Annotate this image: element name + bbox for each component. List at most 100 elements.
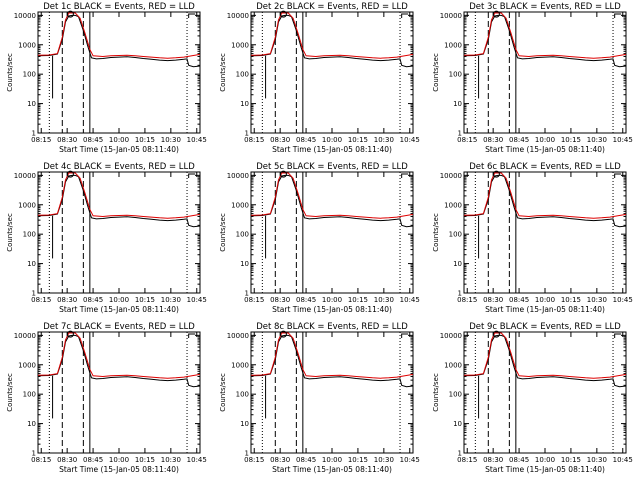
end-bracket — [401, 13, 409, 18]
x-tick-label: 08:45 — [83, 136, 103, 144]
chart-title: Det 1c BLACK = Events, RED = LLD — [43, 2, 195, 12]
y-tick-label: 10000 — [227, 12, 249, 20]
series-line-events — [463, 174, 627, 228]
peak-marker — [279, 330, 287, 338]
y-tick-label: 1 — [458, 130, 462, 138]
series-line-lld — [37, 332, 201, 379]
x-tick-label: 08:45 — [83, 456, 103, 464]
x-tick-label: 10:45 — [187, 296, 207, 304]
detector-panel: Det 3c BLACK = Events, RED = LLD Counts/s… — [426, 0, 639, 160]
x-tick-label: 10:00 — [322, 296, 342, 304]
y-tick-label: 100 — [236, 71, 249, 79]
chart-title: Det 9c BLACK = Events, RED = LLD — [469, 322, 621, 332]
chart-title: Det 5c BLACK = Events, RED = LLD — [256, 162, 408, 172]
detector-panel: Det 7c BLACK = Events, RED = LLD Counts/s… — [0, 320, 213, 480]
x-tick-label: 10:00 — [109, 456, 129, 464]
x-tick-label: 10:00 — [535, 296, 555, 304]
y-tick-label: 1 — [245, 130, 249, 138]
x-tick-label: 08:15 — [244, 456, 264, 464]
peak-marker — [492, 330, 500, 338]
x-tick-label: 10:30 — [587, 456, 607, 464]
y-tick-label: 1000 — [18, 41, 36, 49]
x-tick-label: 10:00 — [109, 296, 129, 304]
x-tick-label: 10:30 — [374, 296, 394, 304]
x-tick-label: 10:00 — [322, 456, 342, 464]
y-tick-label: 10000 — [440, 332, 462, 340]
y-tick-label: 1000 — [231, 201, 249, 209]
chart-svg: Det 7c BLACK = Events, RED = LLD Counts/s… — [6, 322, 207, 474]
y-tick-label: 100 — [449, 391, 462, 399]
peak-marker — [66, 330, 74, 338]
x-axis-label: Start Time (15-Jan-05 08:11:40) — [59, 465, 179, 474]
series-line-events — [250, 174, 414, 228]
peak-marker — [279, 170, 287, 178]
y-tick-label: 10 — [453, 100, 462, 108]
y-axis-label: Counts/sec — [6, 213, 14, 252]
x-tick-label: 08:15 — [457, 136, 477, 144]
x-tick-label: 08:15 — [457, 456, 477, 464]
x-tick-label: 08:15 — [31, 456, 51, 464]
x-tick-label: 10:45 — [400, 296, 420, 304]
x-axis-label: Start Time (15-Jan-05 08:11:40) — [485, 465, 605, 474]
x-axis-label: Start Time (15-Jan-05 08:11:40) — [485, 305, 605, 314]
series-line-lld — [463, 172, 627, 219]
y-tick-label: 1 — [245, 290, 249, 298]
x-tick-label: 08:45 — [83, 296, 103, 304]
y-tick-label: 10000 — [14, 172, 36, 180]
x-tick-label: 08:30 — [483, 456, 503, 464]
chart-svg: Det 8c BLACK = Events, RED = LLD Counts/s… — [219, 322, 420, 474]
x-tick-label: 10:15 — [561, 456, 581, 464]
y-tick-label: 10000 — [14, 12, 36, 20]
chart-title: Det 7c BLACK = Events, RED = LLD — [43, 322, 195, 332]
chart-title: Det 2c BLACK = Events, RED = LLD — [256, 2, 408, 12]
chart-svg: Det 2c BLACK = Events, RED = LLD Counts/s… — [219, 2, 420, 154]
x-axis-label: Start Time (15-Jan-05 08:11:40) — [272, 145, 392, 154]
x-tick-label: 08:15 — [244, 296, 264, 304]
peak-marker — [492, 170, 500, 178]
y-tick-label: 10000 — [14, 332, 36, 340]
x-tick-label: 10:30 — [587, 296, 607, 304]
y-axis-label: Counts/sec — [6, 373, 14, 412]
x-tick-label: 08:15 — [31, 296, 51, 304]
x-axis-label: Start Time (15-Jan-05 08:11:40) — [272, 465, 392, 474]
x-tick-label: 08:30 — [57, 296, 77, 304]
x-tick-label: 08:30 — [483, 136, 503, 144]
peak-marker — [492, 10, 500, 18]
end-bracket — [614, 13, 622, 18]
y-tick-label: 1000 — [444, 361, 462, 369]
x-tick-label: 08:30 — [57, 136, 77, 144]
x-tick-label: 08:15 — [244, 136, 264, 144]
y-tick-label: 10 — [27, 420, 36, 428]
end-bracket — [188, 173, 196, 178]
chart-title: Det 3c BLACK = Events, RED = LLD — [469, 2, 621, 12]
y-tick-label: 1000 — [444, 41, 462, 49]
series-line-events — [37, 334, 201, 388]
end-bracket — [401, 173, 409, 178]
x-tick-label: 10:45 — [400, 136, 420, 144]
x-tick-label: 10:45 — [613, 456, 633, 464]
peak-marker — [66, 170, 74, 178]
y-tick-label: 1 — [458, 290, 462, 298]
y-tick-label: 1000 — [18, 361, 36, 369]
y-tick-label: 1 — [32, 130, 36, 138]
x-tick-label: 10:15 — [561, 136, 581, 144]
x-tick-label: 10:00 — [322, 136, 342, 144]
end-bracket — [614, 333, 622, 338]
chart-svg: Det 5c BLACK = Events, RED = LLD Counts/s… — [219, 162, 420, 314]
y-tick-label: 100 — [236, 231, 249, 239]
x-axis-label: Start Time (15-Jan-05 08:11:40) — [485, 145, 605, 154]
y-tick-label: 1 — [32, 290, 36, 298]
x-tick-label: 10:15 — [135, 136, 155, 144]
end-bracket — [188, 13, 196, 18]
x-tick-label: 10:30 — [374, 456, 394, 464]
y-tick-label: 10 — [27, 100, 36, 108]
y-tick-label: 100 — [23, 391, 36, 399]
series-line-lld — [250, 12, 414, 59]
series-line-lld — [463, 332, 627, 379]
x-tick-label: 10:45 — [400, 456, 420, 464]
y-tick-label: 10 — [453, 420, 462, 428]
peak-marker — [279, 10, 287, 18]
y-tick-label: 100 — [449, 71, 462, 79]
y-tick-label: 1 — [458, 450, 462, 458]
